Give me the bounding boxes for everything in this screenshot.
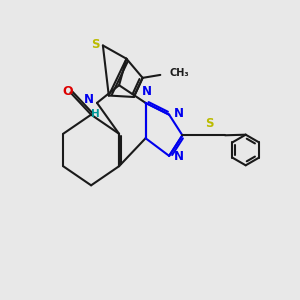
Text: O: O	[62, 85, 73, 98]
Text: S: S	[91, 38, 99, 51]
Text: N: N	[174, 107, 184, 120]
Text: S: S	[206, 117, 214, 130]
Text: N: N	[174, 150, 184, 163]
Text: N: N	[142, 85, 152, 98]
Text: N: N	[83, 93, 94, 106]
Text: H: H	[91, 110, 100, 119]
Text: CH₃: CH₃	[169, 68, 189, 78]
